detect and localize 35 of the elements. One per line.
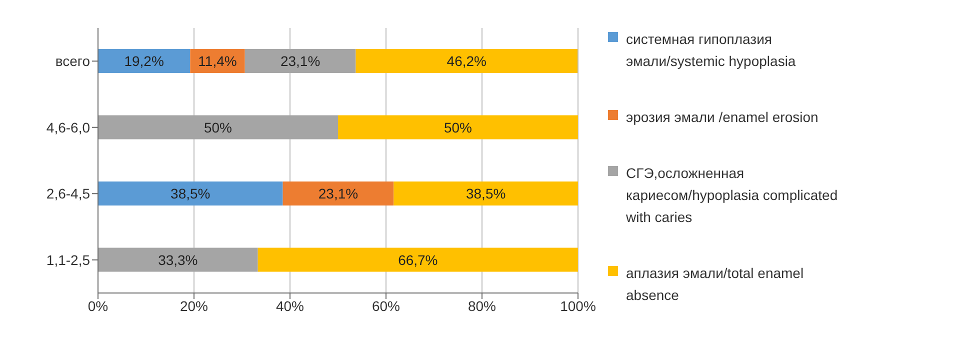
data-label: 46,2%	[446, 53, 486, 69]
data-label: 66,7%	[398, 252, 438, 268]
x-tick-label: 40%	[276, 298, 304, 314]
data-label: 11,4%	[198, 53, 237, 69]
x-tick-label: 100%	[560, 298, 596, 314]
y-tick-label: 1,1-2,5	[46, 252, 90, 268]
bar	[338, 115, 578, 140]
bar	[244, 49, 356, 73]
legend-label: системная гипоплазия эмали/systemic hypoplasia	[626, 30, 797, 71]
y-tick-label: всего	[55, 53, 90, 70]
bar	[258, 248, 578, 272]
bar	[356, 49, 578, 73]
data-label: 23,1%	[280, 53, 320, 69]
data-label: 38,5%	[466, 186, 506, 202]
x-tick-label: 60%	[372, 298, 400, 314]
bar	[98, 115, 338, 140]
data-label: 23,1%	[318, 186, 358, 202]
bar	[394, 182, 578, 206]
y-tick-label: 4,6-6,0	[46, 119, 90, 136]
data-label: 38,5%	[170, 186, 210, 202]
bar	[98, 182, 283, 206]
x-tick-label: 0%	[88, 298, 108, 314]
legend-label: СГЭ,осложненная кариесом/hypoplasia complicated with caries	[626, 164, 839, 227]
bar	[282, 182, 394, 206]
data-label: 50%	[204, 119, 232, 136]
data-label: 33,3%	[158, 252, 198, 268]
x-tick-label: 80%	[468, 298, 496, 314]
legend-label: аплазия эмали/total enamel absence	[626, 264, 805, 305]
y-tick-label: 2,6-4,5	[46, 186, 90, 202]
data-label: 19,2%	[124, 53, 164, 69]
bar	[98, 248, 258, 272]
legend-label: эрозия эмали /enamel erosion	[626, 108, 818, 127]
data-label: 50%	[444, 119, 472, 136]
x-tick-label: 20%	[180, 298, 208, 314]
bar	[98, 49, 190, 73]
